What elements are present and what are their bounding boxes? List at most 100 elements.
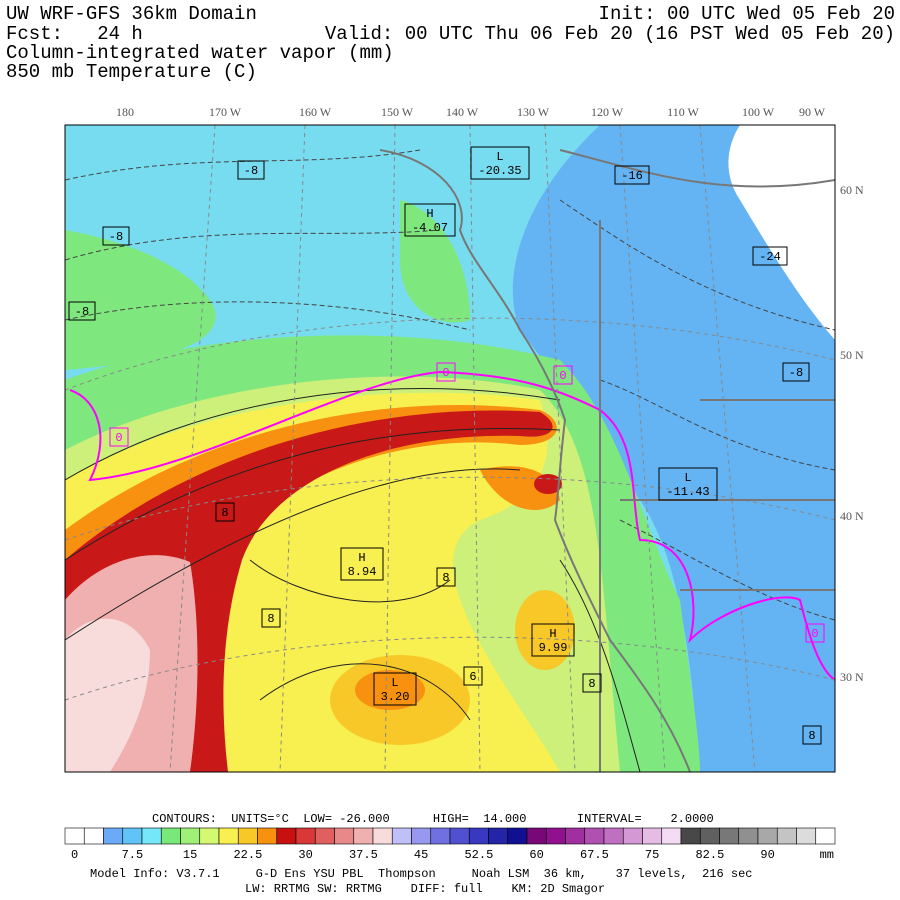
longitude-label: 170 W (209, 105, 242, 119)
title: UW WRF-GFS 36km Domain (6, 3, 257, 25)
contour-label: 8 (221, 506, 228, 520)
contour-label-box (752, 246, 788, 266)
colorbar-swatch (757, 827, 778, 845)
colorbar-swatch (699, 827, 720, 845)
latitude-label: 40 N (840, 509, 864, 523)
contour-label-box (109, 427, 129, 447)
contour-label: -8 (109, 230, 123, 244)
latitude-label: 30 N (840, 670, 864, 684)
model-info: Model Info: V3.7.1 G-D Ens YSU PBL Thomp… (90, 867, 753, 881)
colorbar-swatch (391, 827, 412, 845)
contour-label-box (215, 502, 235, 522)
colorbar-swatch (815, 827, 836, 845)
colorbar-swatch (372, 827, 393, 845)
contour-label: L (391, 676, 398, 690)
colorbar-label: 15 (183, 848, 197, 862)
contour-label-box (404, 203, 456, 237)
longitude-label: 90 W (799, 105, 826, 119)
contour-label: -8 (789, 366, 803, 380)
colorbar-swatch (295, 827, 316, 845)
colorbar-label: 45 (414, 848, 428, 862)
longitude-label: 110 W (667, 105, 699, 119)
longitude-label: 120 W (591, 105, 624, 119)
contour-label: 0 (442, 366, 449, 380)
colorbar-label: 67.5 (580, 848, 609, 862)
colorbar-swatch (526, 827, 547, 845)
contour-label-box (373, 672, 417, 706)
colorbar-label: 30 (298, 848, 312, 862)
contour-label: -8 (244, 164, 258, 178)
colorbar-swatch (488, 827, 509, 845)
init: Init: 00 UTC Wed 05 Feb 20 (599, 3, 895, 25)
colorbar-swatch (257, 827, 278, 845)
map (65, 125, 835, 772)
contour-label: 8 (442, 571, 449, 585)
colorbar-swatch (507, 827, 528, 845)
contour-label-box (802, 725, 822, 745)
colorbar-swatch (661, 827, 682, 845)
contour-label: -8 (75, 305, 89, 319)
contour-label: 3.20 (381, 690, 410, 704)
contour-label: 8 (808, 729, 815, 743)
longitude-label: 180 (116, 105, 134, 119)
colorbar-label: 37.5 (349, 848, 378, 862)
map-frame (64, 124, 836, 773)
contour-label-box (68, 301, 96, 321)
contour-label-box (805, 623, 825, 643)
colorbar-unit: mm (820, 848, 834, 862)
contour-label: 0 (115, 431, 122, 445)
longitude-label: 140 W (446, 105, 479, 119)
colorbar-swatch (603, 827, 624, 845)
contour-label-box (261, 608, 281, 628)
colorbar-label: 75 (645, 848, 659, 862)
colorbar-swatch (141, 827, 162, 845)
colorbar-swatch (314, 827, 335, 845)
colorbar-swatch (776, 827, 797, 845)
colorbar-swatch (545, 827, 566, 845)
colorbar-swatch (199, 827, 220, 845)
latitude-label: 60 N (840, 183, 864, 197)
colorbar-swatch (680, 827, 701, 845)
contour-label: 0 (811, 627, 818, 641)
contour-label-box (614, 165, 650, 185)
contour-label: 0 (559, 369, 566, 383)
colorbar-swatch (353, 827, 374, 845)
colorbar-swatch (218, 827, 239, 845)
colorbar-swatch (796, 827, 817, 845)
colorbar-label: 0 (71, 848, 78, 862)
contour-label: 9.99 (539, 641, 568, 655)
valid: Valid: 00 UTC Thu 06 Feb 20 (16 PST Wed … (325, 23, 895, 45)
colorbar-swatch (237, 827, 258, 845)
contour-label: 6 (469, 670, 476, 684)
colorbar-label: 90 (760, 848, 774, 862)
colorbar-swatch (642, 827, 663, 845)
colorbar-swatch (565, 827, 586, 845)
contour-label-box (782, 362, 810, 382)
longitude-label: 130 W (517, 105, 550, 119)
contour-label-box (436, 362, 456, 382)
contour-name: 850 mb Temperature (C) (6, 61, 257, 83)
contour-label: H (426, 207, 433, 221)
model-info: LW: RRTMG SW: RRTMG DIFF: full KM: 2D Sm… (245, 882, 605, 896)
latitude-label: 50 N (840, 348, 864, 362)
longitude-label: 100 W (742, 105, 775, 119)
contour-label-box (553, 365, 573, 385)
colorbar-swatch (584, 827, 605, 845)
contour-label-box (531, 623, 575, 657)
colorbar-swatch (103, 827, 124, 845)
colorbar-swatch (449, 827, 470, 845)
colorbar-swatch (276, 827, 297, 845)
contour-label-box (582, 673, 602, 693)
colorbar-swatch (468, 827, 489, 845)
contour-label-box (102, 226, 130, 246)
contour-label: -11.43 (666, 485, 709, 499)
colorbar-swatch (738, 827, 759, 845)
longitude-label: 150 W (381, 105, 414, 119)
contour-label: -20.35 (478, 164, 521, 178)
contour-label: 8 (267, 612, 274, 626)
colorbar-label: 82.5 (695, 848, 724, 862)
colorbar-swatch (719, 827, 740, 845)
field-name: Column-integrated water vapor (mm) (6, 42, 394, 64)
contour-label-box (463, 666, 483, 686)
colorbar-swatch (334, 827, 355, 845)
